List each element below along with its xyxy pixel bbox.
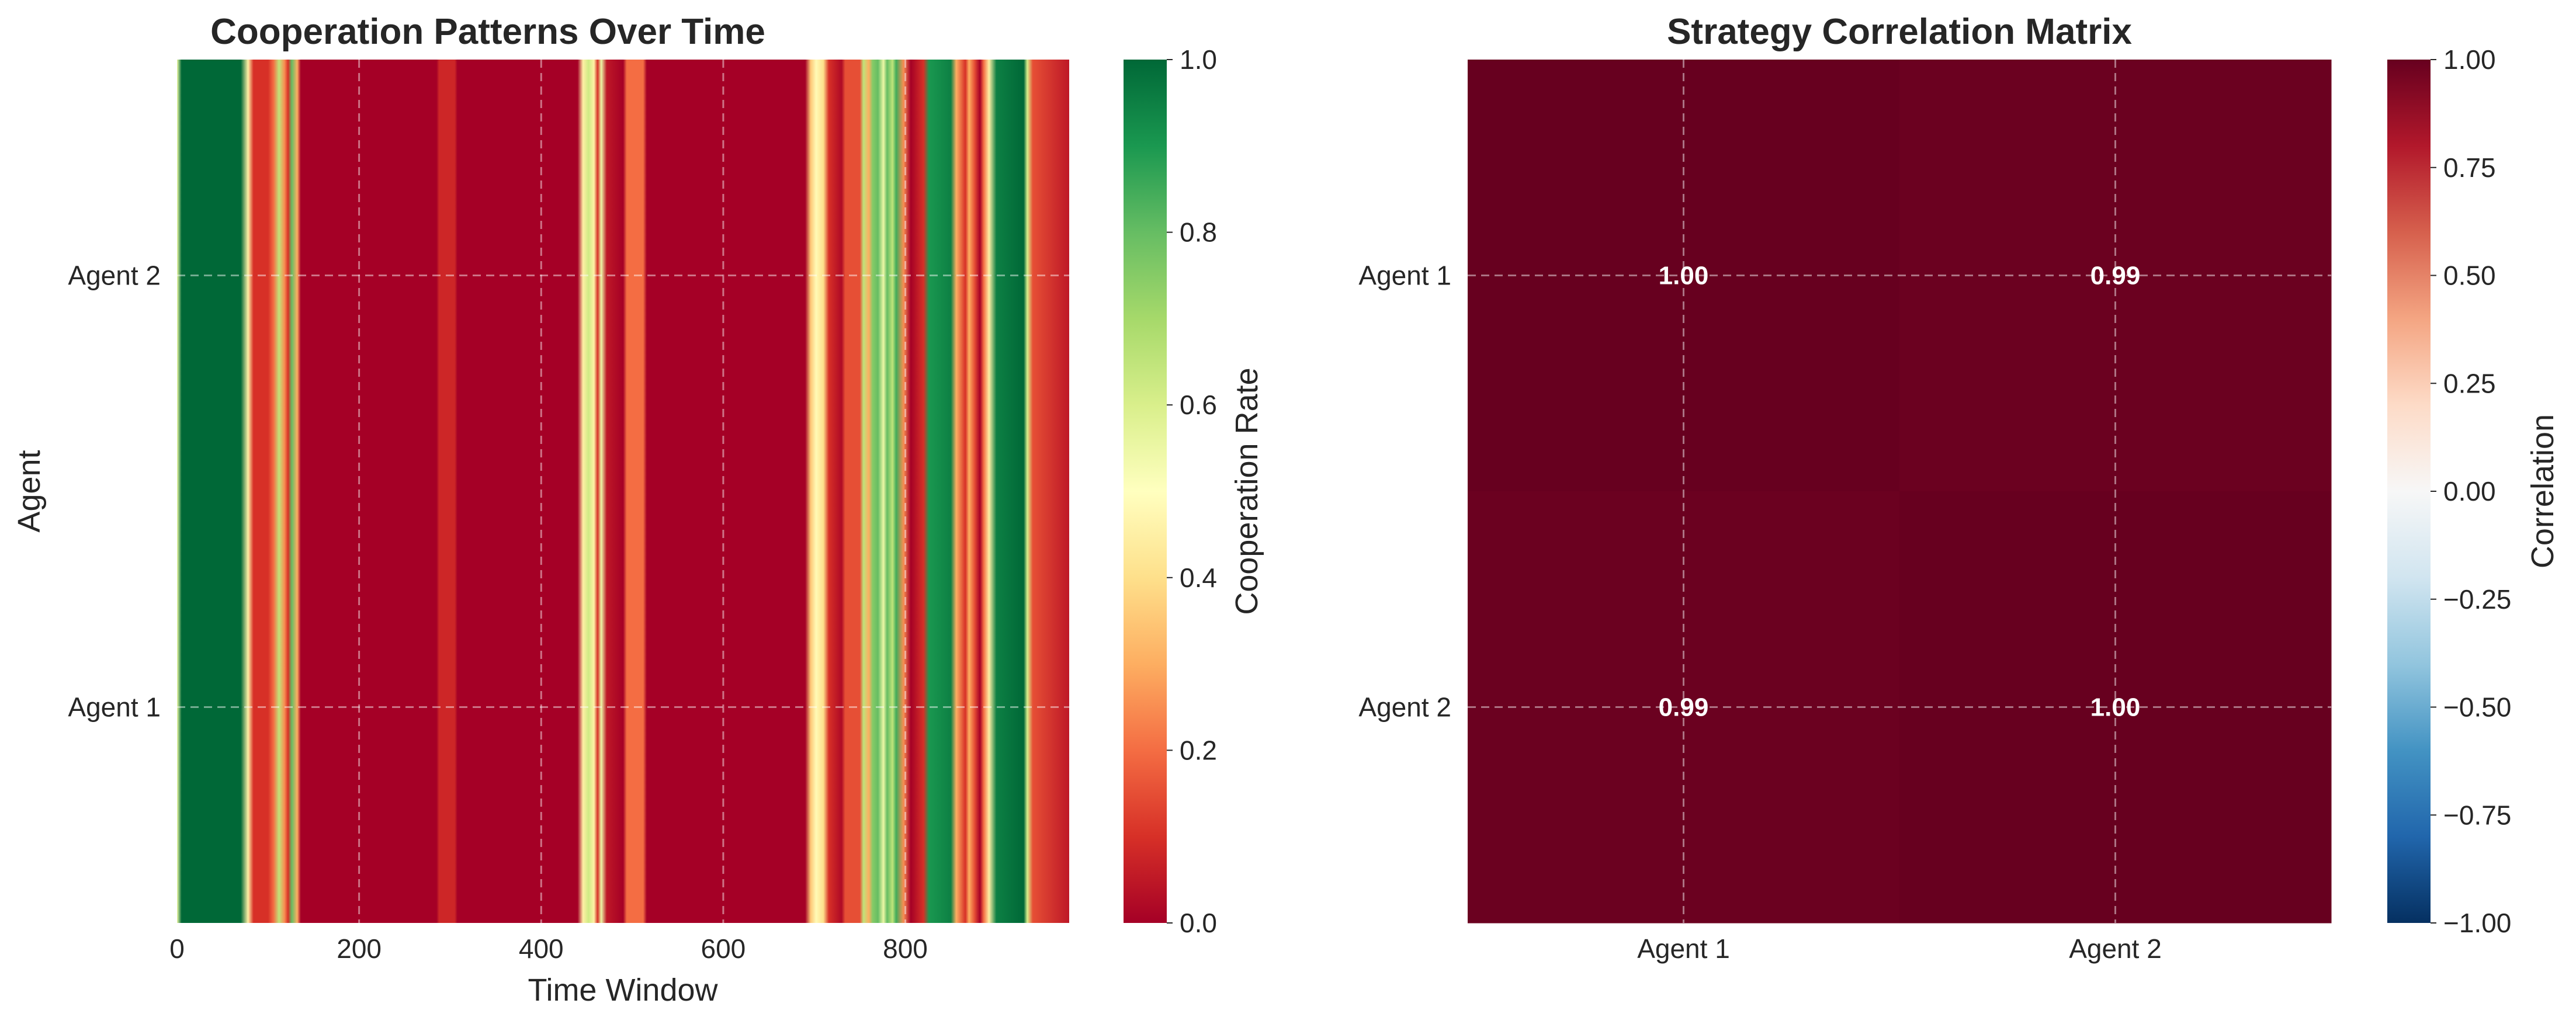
corr-cell-value: 0.99 (1659, 693, 1709, 722)
corr-colorbar-tick-label: 0.00 (2443, 476, 2496, 506)
coop-x-tick-label: 400 (519, 933, 564, 964)
coop-colorbar-label: Cooperation Rate (1229, 367, 1264, 615)
coop-colorbar-ticks: 0.0 0.2 0.4 0.6 0.8 1.0 (1167, 44, 1217, 938)
coop-x-tick-label: 200 (337, 933, 382, 964)
corr-chart-title: Strategy Correlation Matrix (1667, 12, 2132, 52)
corr-y-tick-label: Agent 2 (1358, 692, 1451, 723)
coop-colorbar: 0.0 0.2 0.4 0.6 0.8 1.0 Cooperation Rate (1124, 44, 1264, 938)
corr-colorbar-tick-label: −0.25 (2443, 584, 2511, 615)
coop-colorbar-tick-label: 0.2 (1180, 735, 1217, 765)
corr-cell (1468, 60, 1900, 492)
coop-x-ticks: 0 200 400 600 800 (169, 933, 928, 964)
corr-colorbar-tick-label: −0.50 (2443, 692, 2511, 723)
coop-x-tick-label: 800 (883, 933, 928, 964)
corr-colorbar-tick-label: −1.00 (2443, 908, 2511, 938)
coop-y-tick-label: Agent 2 (68, 261, 161, 291)
correlation-chart: Strategy Correlation Matrix 1.00 0.99 0.99… (1358, 12, 2332, 964)
coop-y-ticks: Agent 2 Agent 1 (68, 261, 161, 723)
coop-y-tick-label: Agent 1 (68, 692, 161, 723)
corr-colorbar-tick-label: 0.75 (2443, 152, 2496, 183)
coop-colorbar-tick-label: 0.0 (1180, 908, 1217, 938)
coop-colorbar-tick-label: 1.0 (1180, 44, 1217, 75)
corr-y-ticks: Agent 1 Agent 2 (1358, 261, 1451, 723)
coop-x-axis-label: Time Window (528, 973, 718, 1008)
coop-heatmap-area (177, 60, 1069, 923)
coop-colorbar-scale (1124, 60, 1167, 923)
corr-colorbar-tick-label: 0.25 (2443, 368, 2496, 398)
corr-colorbar: 1.00 0.75 0.50 0.25 0.00 −0.25 −0.50 −0.75 −1.00… (2387, 44, 2560, 938)
corr-colorbar-tick-label: −0.75 (2443, 800, 2511, 830)
coop-colorbar-tick-label: 0.8 (1180, 217, 1217, 248)
corr-colorbar-tick-label: 0.50 (2443, 261, 2496, 291)
cooperation-chart: Cooperation Patterns Over Time 0 200 400 60… (12, 12, 1069, 1008)
corr-x-tick-label: Agent 2 (2069, 933, 2162, 964)
coop-x-tick-label: 0 (169, 933, 185, 964)
corr-cell-value: 1.00 (1659, 262, 1709, 290)
coop-grid (177, 60, 1069, 923)
corr-cell-value: 1.00 (2090, 693, 2141, 722)
coop-y-axis-label: Agent (12, 450, 47, 532)
coop-colorbar-tick-label: 0.4 (1180, 563, 1217, 593)
corr-x-ticks: Agent 1 Agent 2 (1637, 933, 2162, 964)
corr-cells (1468, 60, 2332, 924)
corr-colorbar-ticks: 1.00 0.75 0.50 0.25 0.00 −0.25 −0.50 −0.75 −1.00 (2431, 44, 2511, 938)
corr-y-tick-label: Agent 1 (1358, 261, 1451, 291)
coop-x-tick-label: 600 (701, 933, 746, 964)
corr-cell (1899, 60, 2332, 492)
corr-grid (1468, 60, 2331, 923)
corr-colorbar-label: Correlation (2525, 414, 2560, 568)
coop-colorbar-tick-label: 0.6 (1180, 390, 1217, 420)
corr-annotations: 1.00 0.99 0.99 1.00 (1659, 262, 2141, 722)
corr-colorbar-scale (2387, 60, 2431, 923)
corr-colorbar-tick-label: 1.00 (2443, 44, 2496, 75)
corr-cell (1468, 491, 1900, 924)
coop-chart-title: Cooperation Patterns Over Time (210, 12, 765, 52)
corr-cell (1899, 491, 2332, 924)
corr-cell-value: 0.99 (2090, 262, 2141, 290)
corr-x-tick-label: Agent 1 (1637, 933, 1730, 964)
